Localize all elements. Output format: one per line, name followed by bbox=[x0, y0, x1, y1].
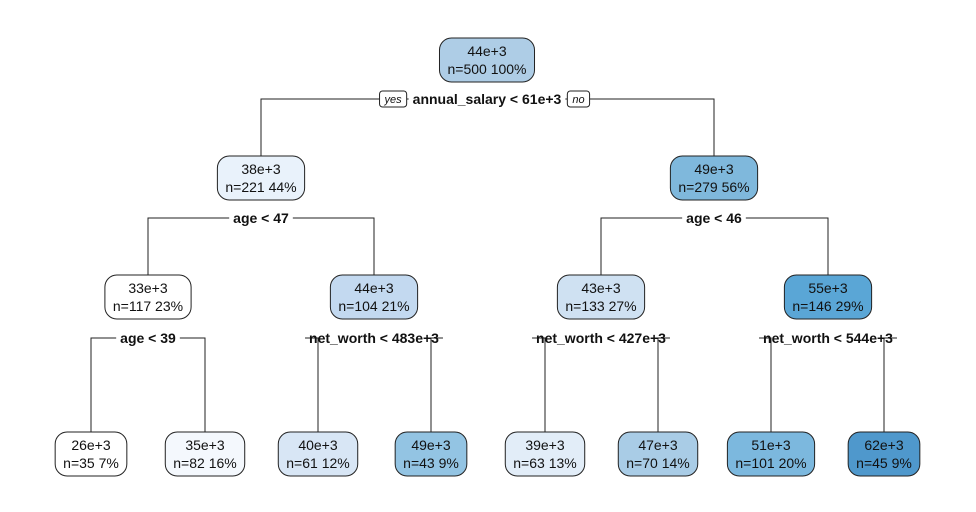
split-label-n2: age < 47 bbox=[233, 210, 289, 226]
edge-right-n7 bbox=[883, 337, 897, 432]
node-box-n6 bbox=[556, 274, 646, 320]
node-value-n3: 49e+3 bbox=[694, 161, 734, 177]
node-value-n7: 55e+3 bbox=[808, 280, 848, 296]
node-value-n10: 40e+3 bbox=[298, 437, 338, 453]
node-stats-n15: n=45 9% bbox=[856, 455, 912, 471]
node-value-n2: 38e+3 bbox=[241, 161, 281, 177]
node-stats-n7: n=146 29% bbox=[792, 298, 863, 314]
node-box-n13 bbox=[617, 431, 699, 477]
node-value-n13: 47e+3 bbox=[638, 437, 678, 453]
node-stats-n1: n=500 100% bbox=[447, 61, 526, 77]
edge-left-n3 bbox=[600, 217, 683, 275]
node-stats-n6: n=133 27% bbox=[565, 298, 636, 314]
edge-right-n4 bbox=[179, 337, 206, 432]
node-box-n15 bbox=[847, 431, 921, 477]
yes-branch-label: yes bbox=[384, 94, 403, 106]
node-stats-n14: n=101 20% bbox=[735, 455, 806, 471]
node-value-n4: 33e+3 bbox=[128, 280, 168, 296]
node-value-n14: 51e+3 bbox=[751, 437, 791, 453]
node-value-n5: 44e+3 bbox=[354, 280, 394, 296]
node-stats-n13: n=70 14% bbox=[626, 455, 689, 471]
split-label-n7: net_worth < 544e+3 bbox=[763, 330, 893, 346]
edge-right-n5 bbox=[430, 337, 443, 432]
node-box-n1 bbox=[438, 37, 536, 83]
yes-branch-box bbox=[379, 90, 408, 108]
node-value-n11: 49e+3 bbox=[411, 437, 451, 453]
edge-left-n1 bbox=[260, 98, 409, 156]
edge-left-n6 bbox=[532, 337, 546, 432]
no-branch-box bbox=[566, 90, 591, 108]
edge-left-n5 bbox=[305, 337, 319, 432]
edge-left-n4 bbox=[90, 337, 117, 432]
node-box-n7 bbox=[783, 274, 873, 320]
split-label-n1: annual_salary < 61e+3 bbox=[413, 91, 562, 107]
node-box-n12 bbox=[504, 431, 586, 477]
node-value-n9: 35e+3 bbox=[185, 437, 225, 453]
edge-left-n7 bbox=[759, 337, 772, 432]
split-label-n6: net_worth < 427e+3 bbox=[536, 330, 666, 346]
node-box-n4 bbox=[104, 274, 192, 320]
node-box-n2 bbox=[216, 155, 306, 201]
node-box-n3 bbox=[669, 155, 759, 201]
node-stats-n8: n=35 7% bbox=[63, 455, 119, 471]
node-stats-n9: n=82 16% bbox=[173, 455, 236, 471]
edge-right-n3 bbox=[745, 217, 829, 275]
node-stats-n3: n=279 56% bbox=[678, 179, 749, 195]
node-stats-n11: n=43 9% bbox=[403, 455, 459, 471]
node-stats-n2: n=221 44% bbox=[225, 179, 296, 195]
node-box-n5 bbox=[329, 274, 419, 320]
node-value-n6: 43e+3 bbox=[581, 280, 621, 296]
node-value-n15: 62e+3 bbox=[864, 437, 904, 453]
edge-right-n1 bbox=[565, 98, 715, 156]
split-label-n3: age < 46 bbox=[686, 210, 742, 226]
node-box-n9 bbox=[164, 431, 246, 477]
node-stats-n5: n=104 21% bbox=[338, 298, 409, 314]
node-box-n11 bbox=[394, 431, 468, 477]
node-stats-n4: n=117 23% bbox=[113, 298, 183, 314]
split-label-n5: net_worth < 483e+3 bbox=[309, 330, 439, 346]
node-box-n10 bbox=[277, 431, 359, 477]
edge-right-n2 bbox=[292, 217, 375, 275]
node-stats-n12: n=63 13% bbox=[513, 455, 576, 471]
node-value-n1: 44e+3 bbox=[467, 43, 507, 59]
node-box-n8 bbox=[54, 431, 128, 477]
edge-left-n2 bbox=[147, 217, 230, 275]
node-value-n12: 39e+3 bbox=[525, 437, 565, 453]
node-value-n8: 26e+3 bbox=[71, 437, 111, 453]
split-label-n4: age < 39 bbox=[120, 330, 176, 346]
no-branch-label: no bbox=[572, 94, 584, 106]
node-stats-n10: n=61 12% bbox=[286, 455, 349, 471]
node-box-n14 bbox=[726, 431, 816, 477]
edge-right-n6 bbox=[657, 337, 670, 432]
